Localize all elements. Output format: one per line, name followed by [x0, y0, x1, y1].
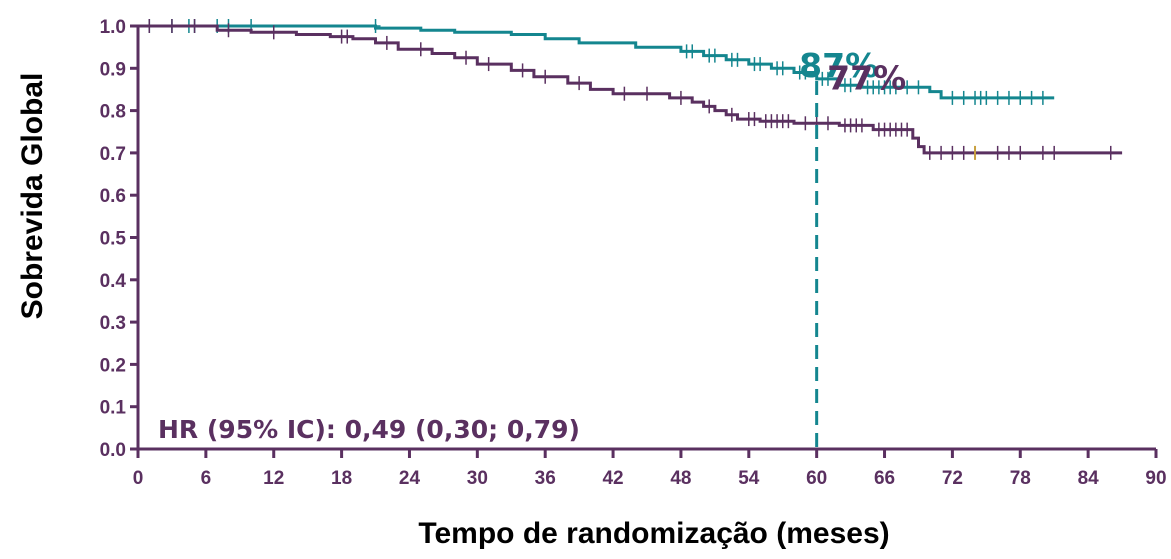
- hazard-ratio-note: HR (95% IC): 0,49 (0,30; 0,79): [158, 415, 580, 444]
- annotation-77-percent: 77%: [827, 58, 906, 97]
- x-tick-label: 90: [1145, 468, 1166, 489]
- x-tick-label: 24: [399, 468, 421, 489]
- x-tick-label: 42: [602, 468, 623, 489]
- x-tick-label: 48: [670, 468, 691, 489]
- ticks: 0 6 12 18 24 30 36 42 48 54 60 66 72 78 84 90 0.0 0.1 0.2 0…: [100, 17, 1167, 489]
- y-tick-label: 0.3: [100, 313, 126, 334]
- y-axis-title: Sobrevida Global: [16, 73, 49, 320]
- annotation-87-percent: 87%: [799, 46, 878, 85]
- y-tick-label: 0.5: [100, 229, 127, 250]
- y-tick-label: 0.9: [100, 59, 126, 80]
- x-tick-label: 54: [738, 468, 760, 489]
- x-tick-label: 66: [874, 468, 895, 489]
- y-tick-label: 0.1: [100, 398, 127, 419]
- x-tick-label: 60: [806, 468, 827, 489]
- x-tick-label: 72: [942, 468, 963, 489]
- y-tick-label: 1.0: [100, 17, 126, 38]
- series-line-1: [138, 24, 1123, 155]
- x-tick-label: 36: [535, 468, 556, 489]
- y-tick-label: 0.2: [100, 355, 126, 376]
- y-tick-label: 0.4: [100, 271, 127, 292]
- x-tick-label: 0: [133, 468, 144, 489]
- x-axis-title: Tempo de randomização (meses): [418, 517, 889, 550]
- x-tick-label: 6: [201, 468, 212, 489]
- x-tick-label: 12: [263, 468, 284, 489]
- y-tick-label: 0.6: [100, 186, 126, 207]
- x-tick-label: 18: [331, 468, 352, 489]
- x-tick-label: 30: [467, 468, 488, 489]
- y-tick-label: 0.7: [100, 144, 126, 165]
- x-tick-label: 84: [1078, 468, 1100, 489]
- series-layer: [138, 19, 1123, 160]
- series-1: [138, 19, 1123, 160]
- y-tick-label: 0.8: [100, 102, 126, 123]
- x-tick-label: 78: [1010, 468, 1031, 489]
- y-tick-label: 0.0: [100, 440, 126, 461]
